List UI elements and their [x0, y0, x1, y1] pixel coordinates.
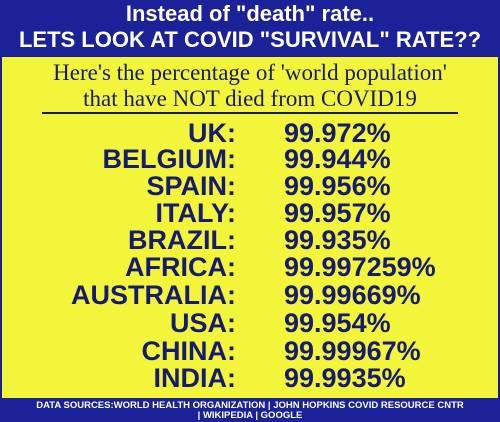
subtitle-line-2: that have NOT died from COVID19 — [83, 86, 417, 111]
source-footer: DATA SOURCES:WORLD HEALTH ORGANIZATION |… — [0, 398, 500, 422]
stat-row: CHINA: 99.99967% — [2, 336, 498, 366]
stat-row: USA: 99.954% — [2, 308, 498, 338]
survival-value: 99.944% — [284, 144, 391, 174]
survival-value: 99.954% — [284, 308, 391, 338]
country-name: USA: — [170, 308, 236, 338]
top-banner: Instead of "death" rate.. LETS LOOK AT C… — [0, 0, 500, 56]
stat-row: AUSTRALIA: 99.99669% — [2, 280, 498, 310]
survival-value: 99.957% — [284, 198, 391, 228]
country-name: ITALY: — [155, 198, 237, 228]
stat-row: INDIA: 99.9935% — [2, 363, 498, 393]
subtitle-underline — [42, 112, 458, 114]
survival-value: 99.972% — [284, 118, 391, 148]
survival-value: 99.997259% — [284, 252, 436, 282]
stat-row: SPAIN: 99.956% — [2, 171, 498, 201]
source-line-1: DATA SOURCES:WORLD HEALTH ORGANIZATION |… — [36, 400, 464, 411]
survival-value: 99.99967% — [284, 336, 421, 366]
stat-row: BRAZIL: 99.935% — [2, 225, 498, 255]
stat-row: AFRICA: 99.997259% — [2, 252, 498, 282]
stat-row: ITALY: 99.957% — [2, 198, 498, 228]
country-name: BRAZIL: — [128, 225, 236, 255]
source-line-2: | WIKIPEDIA | GOOGLE — [197, 410, 303, 421]
country-name: UK: — [188, 118, 236, 148]
country-name: SPAIN: — [146, 171, 236, 201]
survival-value: 99.99669% — [284, 280, 421, 310]
stat-row: BELGIUM: 99.944% — [2, 144, 498, 174]
stats-panel: Here's the percentage of 'world populati… — [2, 57, 498, 398]
country-name: BELGIUM: — [102, 144, 236, 174]
survival-value: 99.935% — [284, 225, 391, 255]
survival-value: 99.956% — [284, 171, 391, 201]
stat-row: UK: 99.972% — [2, 118, 498, 148]
country-name: INDIA: — [153, 363, 237, 393]
country-name: CHINA: — [141, 336, 237, 366]
headline-line-2: LETS LOOK AT COVID "SURVIVAL" RATE?? — [18, 27, 482, 52]
subtitle-line-1: Here's the percentage of 'world populati… — [53, 60, 447, 85]
headline-line-1: Instead of "death" rate.. — [125, 1, 375, 26]
survival-value: 99.9935% — [284, 363, 406, 393]
country-name: AFRICA: — [125, 252, 236, 282]
country-name: AUSTRALIA: — [71, 280, 236, 310]
